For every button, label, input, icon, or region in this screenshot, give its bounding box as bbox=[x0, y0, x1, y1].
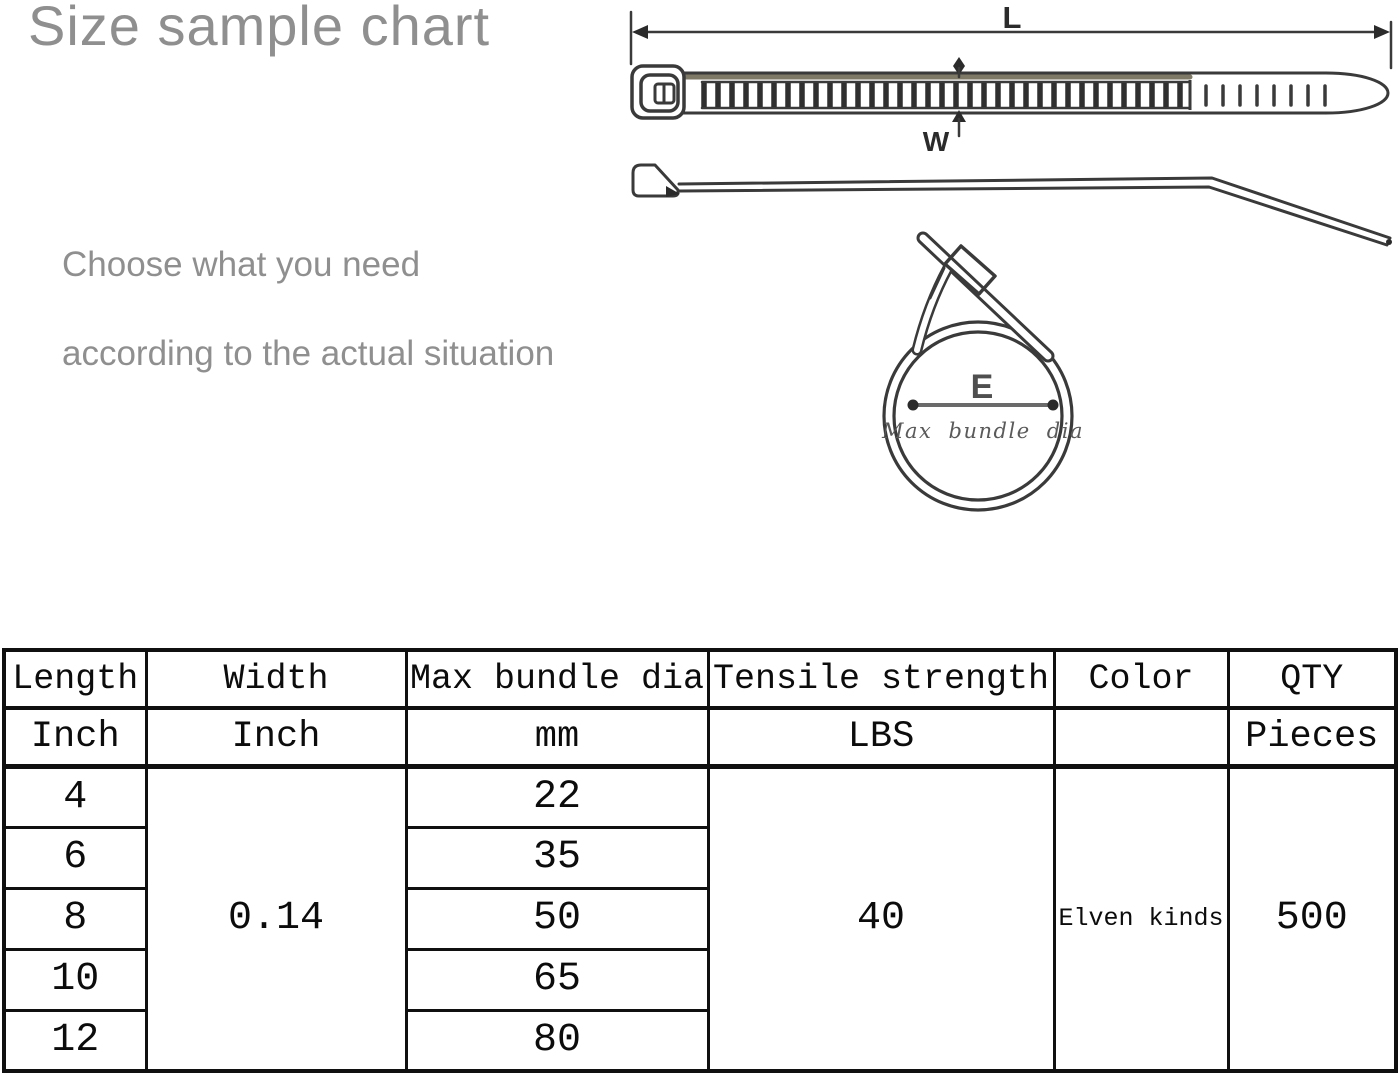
width-dimension-arrow bbox=[952, 57, 966, 138]
max-bundle-dia-value: 80 bbox=[404, 1008, 710, 1073]
length-value: 12 bbox=[2, 1008, 148, 1073]
unit-tensile-strength: LBS bbox=[706, 706, 1056, 769]
table-header-row: Length Width Max bundle dia Tensile stre… bbox=[2, 648, 1398, 710]
length-value: 10 bbox=[2, 947, 148, 1012]
table-row: 12 80 bbox=[2, 1008, 1396, 1073]
tensile-strength-value: 40 bbox=[706, 764, 1056, 1073]
diameter-dimension-arrow bbox=[907, 399, 1059, 411]
unit-qty: Pieces bbox=[1226, 706, 1398, 769]
note-line-2: according to the actual situation bbox=[62, 334, 555, 373]
size-table: Length Width Max bundle dia Tensile stre… bbox=[2, 648, 1398, 1073]
col-header-qty: QTY bbox=[1226, 648, 1398, 710]
table-row: 6 35 bbox=[2, 825, 1396, 890]
max-bundle-dia-caption: Max bundle dia bbox=[881, 419, 1084, 443]
tie-head-top-view bbox=[630, 64, 686, 120]
cable-tie-diagrams: L bbox=[629, 0, 1393, 512]
cable-tie-loop-view: E Max bundle dia bbox=[881, 231, 1084, 512]
max-bundle-dia-value: 22 bbox=[404, 764, 710, 829]
table-row: 10 65 bbox=[2, 947, 1396, 1012]
length-value: 8 bbox=[2, 886, 148, 951]
table-row: 4 0.14 22 40 Elven kinds 500 bbox=[2, 764, 1398, 1073]
length-dimension-arrow bbox=[629, 10, 1393, 70]
unit-length: Inch bbox=[2, 706, 148, 769]
max-bundle-dia-value: 35 bbox=[404, 825, 710, 890]
unit-width: Inch bbox=[144, 706, 408, 769]
col-header-width: Width bbox=[144, 648, 408, 710]
col-header-max-bundle-dia: Max bundle dia bbox=[404, 648, 710, 710]
col-header-color: Color bbox=[1052, 648, 1230, 710]
width-value: 0.14 bbox=[144, 764, 408, 1073]
max-bundle-dia-value: 65 bbox=[404, 947, 710, 1012]
width-label: W bbox=[923, 126, 950, 157]
qty-value: 500 bbox=[1226, 764, 1398, 1073]
unit-max-bundle-dia: mm bbox=[404, 706, 710, 769]
length-value: 4 bbox=[2, 764, 148, 829]
cable-tie-side-view bbox=[631, 163, 1392, 247]
table-units-row: Inch Inch mm LBS Pieces bbox=[2, 706, 1398, 769]
diameter-label: E bbox=[971, 368, 994, 406]
strap-teeth bbox=[701, 83, 1183, 107]
cable-tie-top-view: L bbox=[629, 0, 1393, 157]
strap-end-serrations bbox=[1204, 84, 1327, 107]
page-title: Size sample chart bbox=[28, 0, 491, 57]
note-line-1: Choose what you need bbox=[62, 245, 421, 284]
table-row: 8 50 bbox=[2, 886, 1396, 951]
tie-head-loop-view bbox=[943, 244, 997, 296]
length-label: L bbox=[1003, 0, 1022, 35]
size-table-container: Length Width Max bundle dia Tensile stre… bbox=[2, 648, 1398, 1073]
col-header-length: Length bbox=[2, 648, 148, 710]
color-value: Elven kinds bbox=[1052, 764, 1230, 1073]
max-bundle-dia-value: 50 bbox=[404, 886, 710, 951]
unit-color bbox=[1052, 706, 1230, 769]
col-header-tensile-strength: Tensile strength bbox=[706, 648, 1056, 710]
length-value: 6 bbox=[2, 825, 148, 890]
